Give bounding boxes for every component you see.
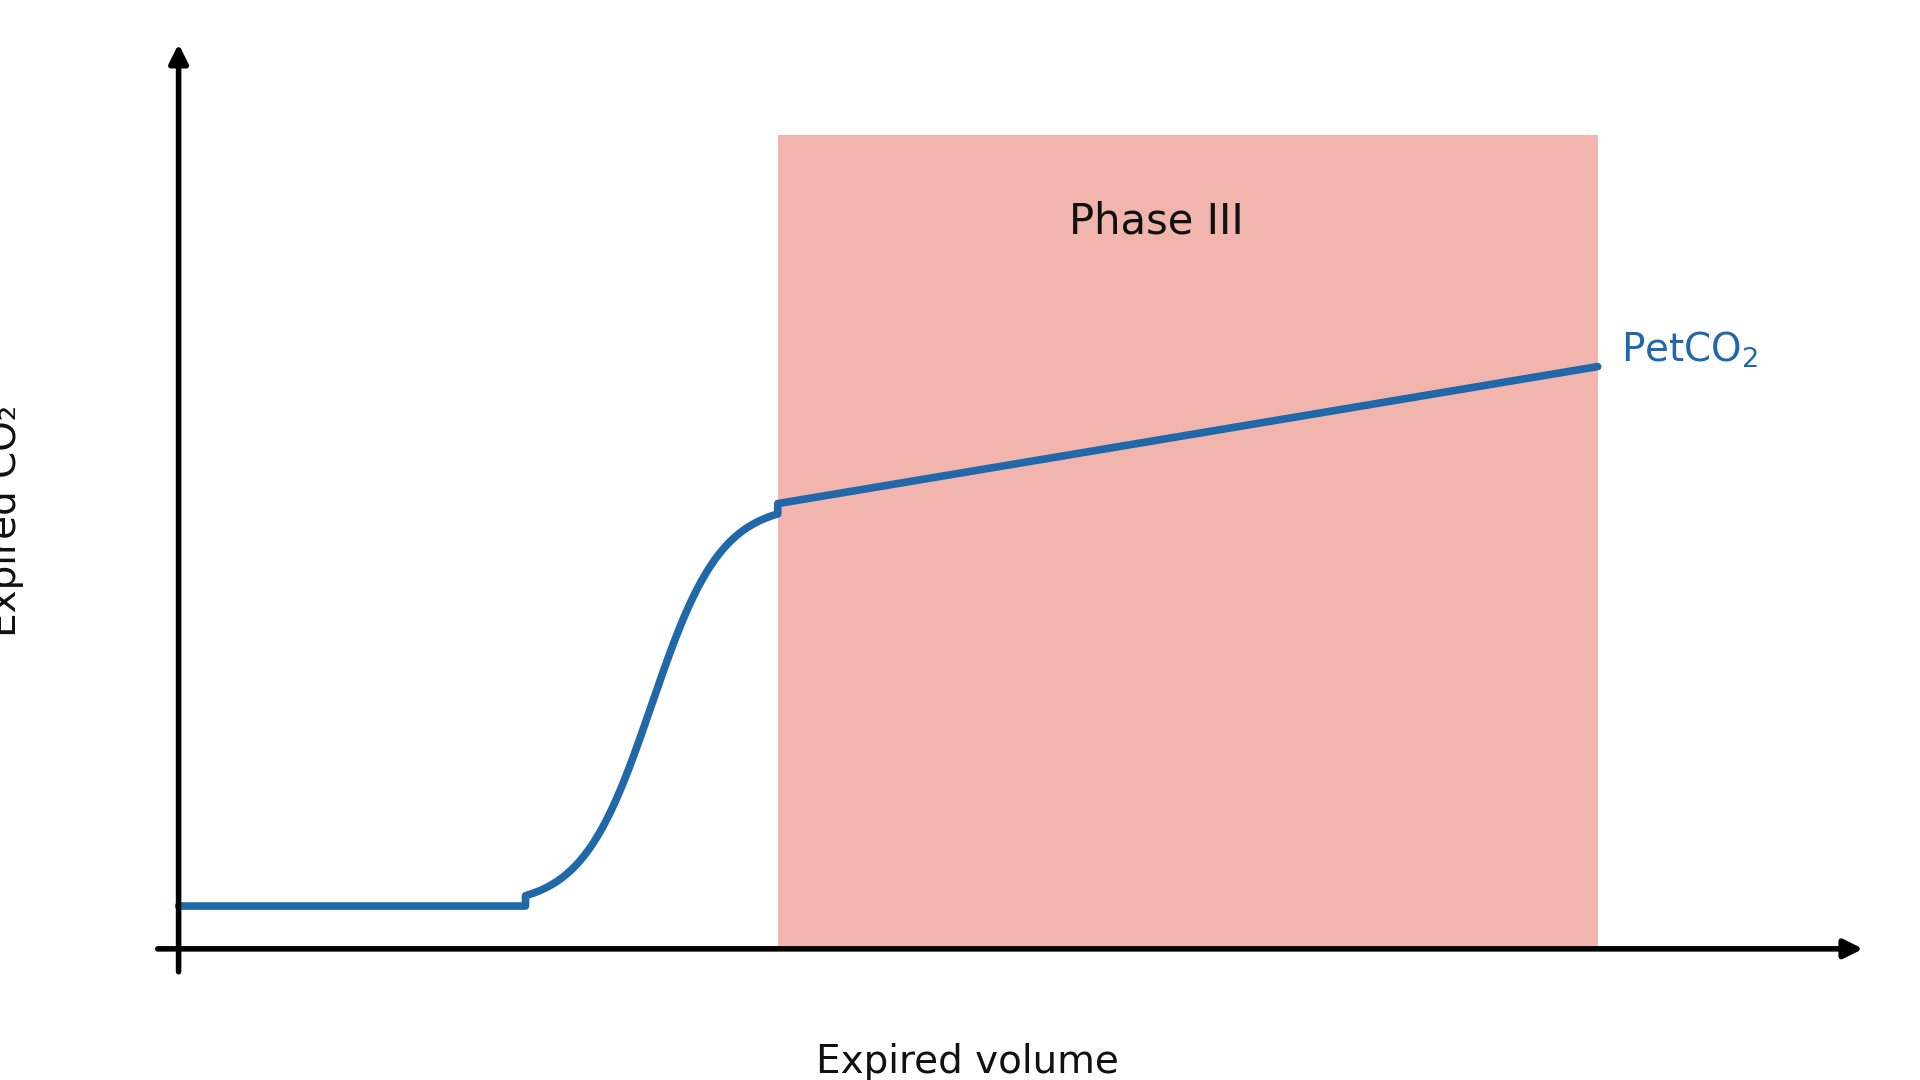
- Text: Expired CO₂: Expired CO₂: [0, 405, 25, 637]
- Text: Expired volume: Expired volume: [816, 1043, 1119, 1080]
- Text: $\mathregular{PetCO_2}$: $\mathregular{PetCO_2}$: [1620, 329, 1759, 369]
- Text: Phase III: Phase III: [1069, 200, 1244, 242]
- Bar: [778, 135, 1597, 949]
